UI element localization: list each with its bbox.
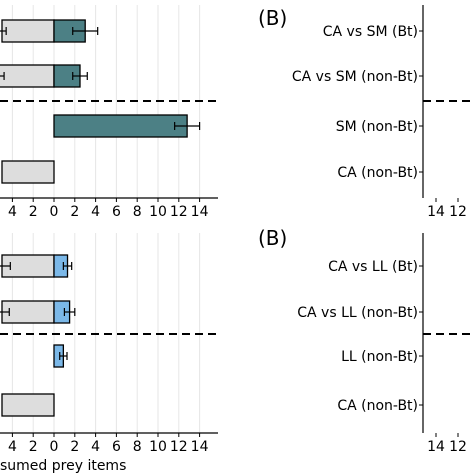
x-tick-label: 0 [50,439,59,455]
x-tick-label: 8 [133,204,142,220]
panel-title: (B) [258,6,287,30]
x-tick-label: 12 [170,204,188,220]
panel-top-right: (B) CA vs SM (Bt) CA vs SM (non-Bt) SM (… [258,5,474,220]
x-tick-label: 14 [427,204,445,220]
category-label: CA vs SM (Bt) [323,24,418,40]
x-tick-label: 12 [449,439,467,455]
category-label: CA (non-Bt) [337,165,418,181]
x-tick-label: 4 [91,439,100,455]
bar [0,64,55,88]
x-tick-label: 6 [112,439,121,455]
category-label: CA vs LL (non-Bt) [297,305,418,321]
category-label: SM (non-Bt) [336,119,418,135]
x-tick-label: 4 [8,439,17,455]
category-label: CA (non-Bt) [337,398,418,414]
x-tick-label: 2 [70,204,79,220]
x-tick-label: 6 [112,204,121,220]
x-tick-label: 4 [91,204,100,220]
x-tick-label: 12 [449,204,467,220]
x-tick-label: 14 [191,204,209,220]
x-tick-label: 10 [149,204,167,220]
bar [1,393,55,417]
category-label: LL (non-Bt) [341,349,418,365]
panel-top-left: 4 2 0 2 4 6 8 10 12 14 [0,5,218,220]
bar [1,19,55,43]
x-tick-label: 2 [70,439,79,455]
x-tick-label: 2 [29,439,38,455]
panel-title: (B) [258,226,287,250]
panel-bottom-right: (B) CA vs LL (Bt) CA vs LL (non-Bt) LL (… [258,226,474,455]
x-tick-label: 14 [191,439,209,455]
x-tick-label: 4 [8,204,17,220]
bar [53,114,188,138]
x-tick-label: 0 [50,204,59,220]
x-tick-label: 2 [29,204,38,220]
x-tick-label: 10 [149,439,167,455]
category-label: CA vs SM (non-Bt) [292,69,418,85]
x-tick-label: 12 [170,439,188,455]
bar [1,160,55,184]
x-tick-label: 14 [427,439,445,455]
x-tick-label: 8 [133,439,142,455]
x-axis-label: sumed prey items [0,458,126,474]
category-label: CA vs LL (Bt) [328,259,418,275]
